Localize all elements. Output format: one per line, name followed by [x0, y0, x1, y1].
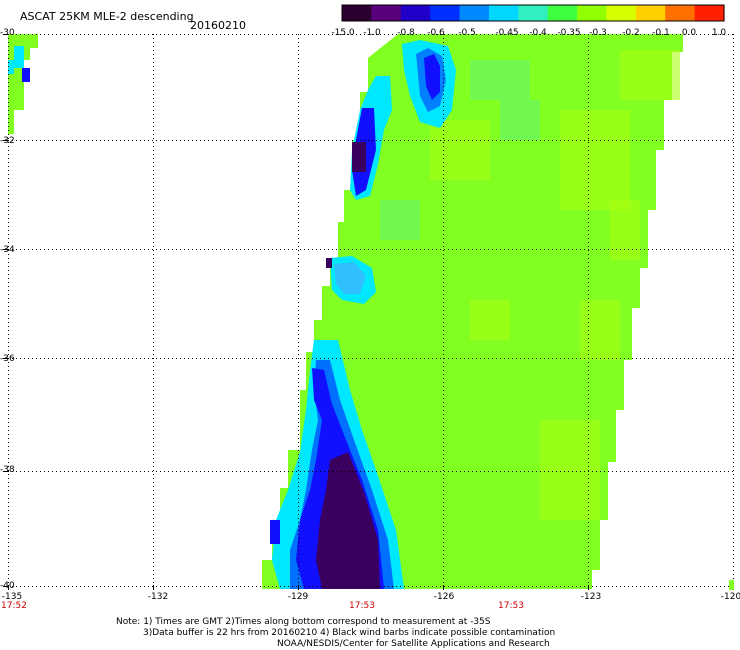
lat-label: -34: [0, 245, 15, 255]
colorbar-label: -0.1: [652, 28, 670, 38]
colorbar-segment: [606, 5, 637, 21]
colorbar-label: -15.0: [331, 28, 355, 38]
colorbar-label: -0.3: [589, 28, 607, 38]
chart-title: ASCAT 25KM MLE-2 descending: [20, 10, 194, 23]
colorbar-label: -0.4: [529, 28, 547, 38]
colorbar-label: 0.0: [681, 28, 697, 38]
colorbar-segment: [694, 5, 725, 21]
colorbar-label: -1.0: [363, 28, 381, 38]
colorbar-label: 1.0: [711, 28, 727, 38]
time-label: 17:53: [498, 601, 524, 611]
lon-label: -135: [1, 592, 23, 602]
chart-date: 20160210: [190, 19, 246, 32]
data-swath: [262, 34, 683, 589]
colorbar: [341, 4, 725, 22]
colorbar-segment: [577, 5, 608, 21]
lat-lon-grid: [3, 34, 734, 590]
colorbar-segment: [400, 5, 431, 21]
edge-data-mark: [729, 580, 734, 590]
colorbar-label: -0.45: [495, 28, 519, 38]
colorbar-label: -0.5: [458, 28, 476, 38]
colorbar-segment: [635, 5, 666, 21]
lat-label: -30: [0, 28, 15, 38]
note-line-3: NOAA/NESDIS/Center for Satellite Applica…: [277, 639, 550, 649]
colorbar-segment: [518, 5, 549, 21]
lon-label: -123: [580, 592, 602, 602]
lat-label: -32: [0, 136, 15, 146]
colorbar-segment: [342, 5, 372, 21]
lon-label: -132: [147, 592, 169, 602]
colorbar-segment: [488, 5, 519, 21]
note-line-2: 3)Data buffer is 22 hrs from 20160210 4)…: [143, 628, 556, 638]
time-label: 17:52: [1, 601, 27, 611]
lat-label: -36: [0, 354, 15, 364]
lon-label: -120: [720, 592, 740, 602]
colorbar-label: -0.6: [427, 28, 445, 38]
data-swath-fragment: [8, 34, 38, 134]
colorbar-segment: [547, 5, 578, 21]
lat-label: -40: [0, 581, 15, 591]
colorbar-segment: [665, 5, 696, 21]
colorbar-segment: [371, 5, 402, 21]
lon-label: -129: [287, 592, 309, 602]
time-label: 17:53: [349, 601, 375, 611]
note-line-1: Note: 1) Times are GMT 2)Times along bot…: [116, 617, 491, 627]
colorbar-label: -0.8: [397, 28, 415, 38]
colorbar-label: -0.35: [557, 28, 581, 38]
colorbar-label: -0.2: [622, 28, 640, 38]
lat-label: -38: [0, 465, 15, 475]
colorbar-segment: [430, 5, 461, 21]
lon-label: -126: [433, 592, 455, 602]
colorbar-segment: [459, 5, 490, 21]
